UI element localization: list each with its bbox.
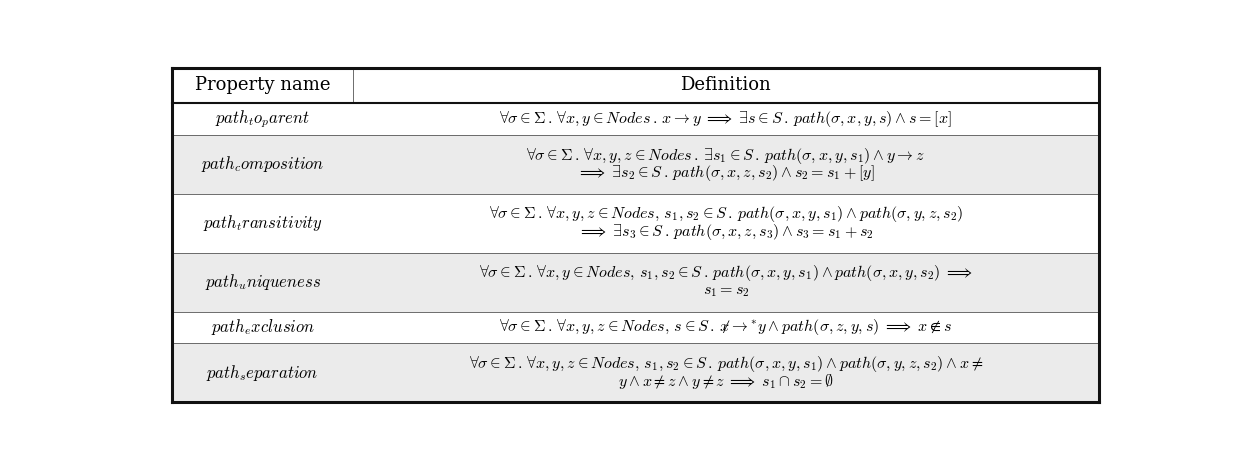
Bar	[172, 68, 1099, 103]
Text: $\forall\sigma\in\Sigma\,\mathbf{.}\,\forall x,y\in \mathit{Nodes}\,\mathbf{.}\,: $\forall\sigma\in\Sigma\,\mathbf{.}\,\fo…	[500, 109, 952, 129]
Text: $\mathit{path_exclusion}$: $\mathit{path_exclusion}$	[211, 317, 315, 337]
Text: $\Longrightarrow\; \exists s_3\in S\,\mathbf{.}\,\mathit{path}(\sigma,x,z,s_3) \: $\Longrightarrow\; \exists s_3\in S\,\ma…	[578, 222, 874, 242]
Text: $y \wedge x\neq z \wedge y\neq z \;\Longrightarrow\; s_1\cap s_2=\emptyset$: $y \wedge x\neq z \wedge y\neq z \;\Long…	[618, 372, 833, 391]
Bar	[172, 135, 1099, 194]
Text: $\mathit{path_composition}$: $\mathit{path_composition}$	[201, 154, 325, 174]
Text: $\mathit{path_to_parent}$: $\mathit{path_to_parent}$	[215, 108, 310, 130]
Text: $\forall\sigma\in\Sigma\,\mathbf{.}\,\forall x,y,z\in \mathit{Nodes},\, s_1,s_2\: $\forall\sigma\in\Sigma\,\mathbf{.}\,\fo…	[469, 354, 983, 374]
Bar	[172, 194, 1099, 253]
Text: $\forall\sigma\in\Sigma\,\mathbf{.}\,\forall x,y,z\in \mathit{Nodes},\, s_1,s_2\: $\forall\sigma\in\Sigma\,\mathbf{.}\,\fo…	[489, 205, 963, 225]
Text: Property name: Property name	[195, 76, 330, 94]
Bar	[172, 343, 1099, 402]
Text: $\Longrightarrow\; \exists s_2\in S\,\mathbf{.}\,\mathit{path}(\sigma,x,z,s_2) \: $\Longrightarrow\; \exists s_2\in S\,\ma…	[577, 163, 875, 183]
Text: Definition: Definition	[681, 76, 771, 94]
Bar	[172, 253, 1099, 311]
Text: $\mathit{path_separation}$: $\mathit{path_separation}$	[206, 363, 319, 383]
Text: $\mathit{path_uniqueness}$: $\mathit{path_uniqueness}$	[205, 272, 321, 292]
Text: $\forall\sigma\in\Sigma\,\mathbf{.}\,\forall x,y,z\in \mathit{Nodes},\, s\in S\,: $\forall\sigma\in\Sigma\,\mathbf{.}\,\fo…	[500, 317, 952, 337]
Text: $\forall\sigma\in\Sigma\,\mathbf{.}\,\forall x,y,z\in \mathit{Nodes}\,\mathbf{.}: $\forall\sigma\in\Sigma\,\mathbf{.}\,\fo…	[526, 146, 925, 165]
Bar	[172, 103, 1099, 135]
Text: $\mathit{path_transitivity}$: $\mathit{path_transitivity}$	[202, 213, 322, 233]
Bar	[172, 311, 1099, 343]
Text: $s_1 = s_2$: $s_1 = s_2$	[703, 282, 749, 299]
Text: $\forall\sigma\in\Sigma\,\mathbf{.}\,\forall x,y\in \mathit{Nodes},\, s_1,s_2\in: $\forall\sigma\in\Sigma\,\mathbf{.}\,\fo…	[479, 263, 973, 283]
